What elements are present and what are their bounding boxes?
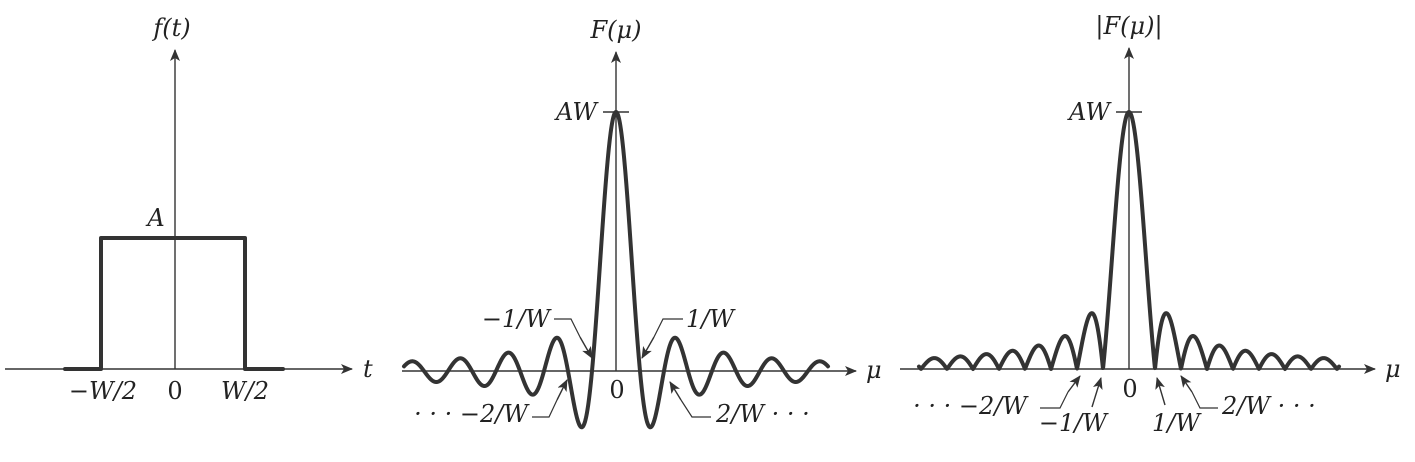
sinc-x-label: μ bbox=[866, 356, 882, 384]
mag-neg-first-zero-label: −1/W bbox=[1039, 409, 1109, 437]
mag-x-label: μ bbox=[1385, 355, 1401, 383]
sinc-neg-second-zero-label: · · · −2/W bbox=[414, 400, 530, 428]
sinc-neg-first-zero-label: −1/W bbox=[482, 305, 552, 333]
sinc-neg-second-leader bbox=[532, 399, 558, 418]
magnitude-panel: |F(μ)| μ AW 0 · · · −2/W −1/W 1/W 2/W · … bbox=[900, 12, 1401, 437]
rect-tick-neg-half-width: −W/2 bbox=[69, 377, 137, 405]
rect-x-label: t bbox=[363, 355, 373, 383]
rect-pulse-curve bbox=[63, 236, 285, 371]
sinc-pos-first-arrow bbox=[641, 336, 655, 359]
mag-pos-second-leader bbox=[1191, 391, 1218, 409]
sinc-neg-first-leader bbox=[554, 318, 581, 338]
mag-neg-second-zero-label: · · · −2/W bbox=[913, 392, 1029, 420]
rect-amplitude-label: A bbox=[145, 204, 164, 232]
rect-tick-pos-half-width: W/2 bbox=[221, 377, 269, 405]
mag-neg-second-leader bbox=[1040, 391, 1069, 409]
sinc-pos-second-leader bbox=[680, 399, 711, 418]
sinc-curve bbox=[402, 110, 830, 430]
sinc-neg-second-arrow bbox=[556, 379, 568, 401]
mag-pos-second-arrow bbox=[1180, 375, 1193, 393]
rect-y-label: f(t) bbox=[151, 14, 190, 42]
sinc-pos-second-zero-label: 2/W · · · bbox=[715, 400, 810, 428]
sinc-peak-label: AW bbox=[554, 98, 599, 126]
mag-y-label: |F(μ)| bbox=[1095, 12, 1162, 41]
mag-pos-first-arrow bbox=[1155, 377, 1166, 406]
sinc-pos-second-arrow bbox=[669, 381, 682, 401]
mag-neg-second-arrow bbox=[1067, 375, 1081, 393]
sinc-y-label: F(μ) bbox=[590, 16, 642, 44]
mag-pos-first-zero-label: 1/W bbox=[1152, 409, 1202, 437]
magnitude-curve bbox=[917, 110, 1341, 371]
rect-tick-origin: 0 bbox=[167, 377, 182, 405]
sinc-pos-first-zero-label: 1/W bbox=[686, 305, 736, 333]
mag-neg-first-arrow bbox=[1091, 377, 1103, 408]
sinc-neg-first-arrow bbox=[579, 336, 593, 359]
rect-pulse-panel: f(t) t A −W/2 0 W/2 bbox=[5, 14, 373, 405]
mag-peak-label: AW bbox=[1067, 98, 1112, 126]
sinc-pos-first-leader bbox=[653, 318, 683, 338]
sinc-panel: F(μ) μ AW 0 −1/W 1/W · · · −2/W 2/W · · … bbox=[402, 16, 882, 430]
mag-origin-label: 0 bbox=[1122, 375, 1137, 403]
sinc-origin-label: 0 bbox=[609, 376, 624, 404]
mag-pos-second-zero-label: 2/W · · · bbox=[1221, 392, 1316, 420]
